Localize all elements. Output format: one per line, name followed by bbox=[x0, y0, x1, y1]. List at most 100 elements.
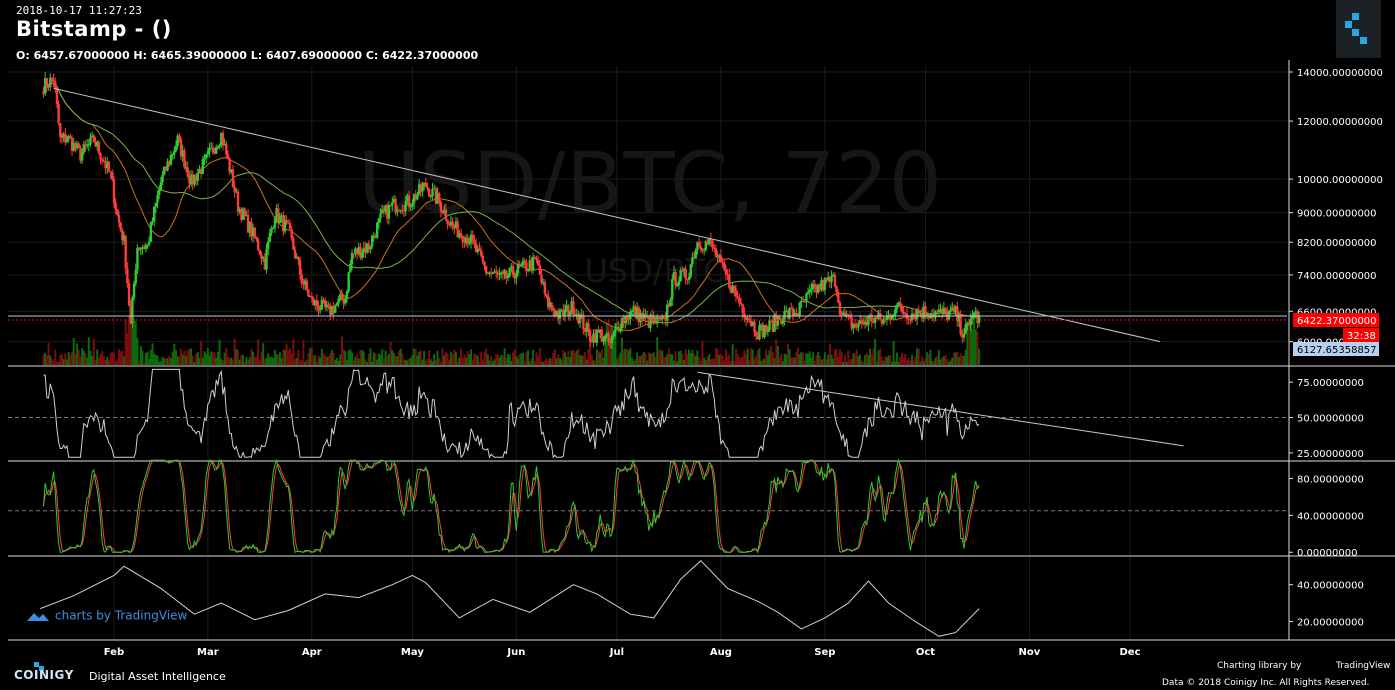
volume-bar bbox=[535, 352, 538, 365]
candle-body bbox=[364, 247, 367, 253]
volume-bar bbox=[892, 340, 895, 365]
tradingview-link[interactable]: charts by TradingView bbox=[25, 608, 187, 624]
candle-body bbox=[956, 306, 959, 322]
candle-body bbox=[174, 145, 178, 151]
volume-bar bbox=[111, 351, 114, 365]
candle-body bbox=[684, 268, 687, 280]
candle-body bbox=[515, 273, 518, 279]
candle-body bbox=[459, 232, 463, 236]
candle-body bbox=[253, 227, 256, 238]
volume-bar bbox=[637, 356, 640, 365]
volume-bar bbox=[857, 356, 860, 365]
volume-bar bbox=[488, 360, 491, 365]
volume-bar bbox=[957, 356, 960, 365]
volume-bar bbox=[322, 353, 325, 365]
volume-bar bbox=[649, 353, 652, 365]
volume-bar bbox=[652, 352, 655, 365]
candle-body bbox=[862, 322, 865, 325]
candle-body bbox=[223, 143, 226, 146]
candle-body bbox=[604, 335, 607, 340]
volume-bar bbox=[538, 348, 541, 365]
candle-body bbox=[620, 318, 624, 329]
volume-bar bbox=[791, 357, 794, 365]
coinigy-logo-button[interactable] bbox=[1336, 0, 1381, 58]
candle-body bbox=[583, 329, 587, 332]
candle-body bbox=[572, 301, 575, 315]
candle-body bbox=[575, 313, 578, 316]
volume-bar bbox=[503, 348, 506, 365]
candle-body bbox=[290, 229, 293, 239]
candle-body bbox=[702, 249, 706, 251]
candle-body bbox=[134, 269, 137, 284]
volume-bar bbox=[273, 349, 276, 365]
chart-datetime: 2018-10-17 11:27:23 bbox=[16, 4, 142, 17]
candle-body bbox=[273, 218, 277, 228]
candle-body bbox=[75, 143, 79, 149]
candle-body bbox=[536, 260, 540, 266]
candle-body bbox=[248, 221, 251, 233]
candle-body bbox=[49, 77, 52, 88]
candle-body bbox=[516, 263, 520, 274]
volume-bar bbox=[768, 350, 771, 365]
volume-bar bbox=[822, 359, 825, 365]
volume-bar bbox=[285, 343, 288, 365]
volume-bar bbox=[243, 361, 246, 365]
candle-body bbox=[463, 241, 466, 243]
volume-bar bbox=[550, 358, 553, 365]
volume-bar bbox=[119, 351, 122, 365]
x-tick-label: May bbox=[401, 647, 424, 658]
volume-bar bbox=[86, 357, 89, 365]
candle-body bbox=[667, 304, 671, 307]
volume-bar bbox=[867, 355, 870, 365]
volume-bar bbox=[961, 355, 964, 365]
volume-bar bbox=[879, 348, 882, 365]
volume-bar bbox=[547, 360, 550, 365]
candle-body bbox=[682, 268, 686, 271]
candle-body bbox=[962, 333, 966, 338]
candle-body bbox=[790, 308, 793, 310]
volume-bar bbox=[231, 359, 234, 365]
candle-body bbox=[42, 90, 45, 94]
candle-body bbox=[168, 161, 171, 165]
volume-bar bbox=[703, 357, 706, 365]
candle-body bbox=[215, 147, 218, 154]
volume-bar bbox=[498, 357, 501, 365]
volume-bar bbox=[669, 354, 672, 365]
candle-body bbox=[159, 182, 163, 190]
volume-bar bbox=[674, 351, 677, 365]
candle-body bbox=[156, 194, 159, 203]
candle-body bbox=[786, 310, 790, 319]
candle-body bbox=[719, 255, 723, 263]
candle-body bbox=[664, 317, 667, 321]
candle-body bbox=[476, 248, 479, 252]
candle-body bbox=[746, 318, 749, 320]
candle-body bbox=[860, 319, 863, 323]
candle-body bbox=[52, 79, 55, 82]
candle-body bbox=[939, 309, 942, 311]
candle-body bbox=[149, 222, 153, 242]
candle-body bbox=[152, 206, 156, 222]
volume-bar bbox=[361, 350, 364, 365]
volume-bar bbox=[724, 349, 727, 365]
x-tick-label: Sep bbox=[814, 647, 835, 658]
volume-bar bbox=[708, 354, 711, 365]
volume-bar bbox=[458, 357, 461, 365]
candle-body bbox=[132, 283, 136, 298]
volume-bar bbox=[389, 341, 392, 365]
candle-body bbox=[121, 230, 124, 241]
candle-body bbox=[116, 209, 119, 216]
y-tick-label: 10000.00000000 bbox=[1297, 175, 1383, 186]
volume-bar bbox=[956, 352, 959, 365]
volume-bar bbox=[755, 355, 758, 365]
volume-bar bbox=[771, 351, 774, 365]
volume-bar bbox=[589, 341, 592, 365]
candle-body bbox=[763, 325, 766, 338]
volume-bar bbox=[174, 350, 177, 365]
volume-bar bbox=[52, 360, 55, 365]
volume-bar bbox=[681, 353, 684, 365]
candle-body bbox=[344, 298, 347, 304]
volume-bar bbox=[211, 352, 214, 365]
volume-bar bbox=[699, 360, 702, 365]
volume-bar bbox=[959, 353, 962, 365]
